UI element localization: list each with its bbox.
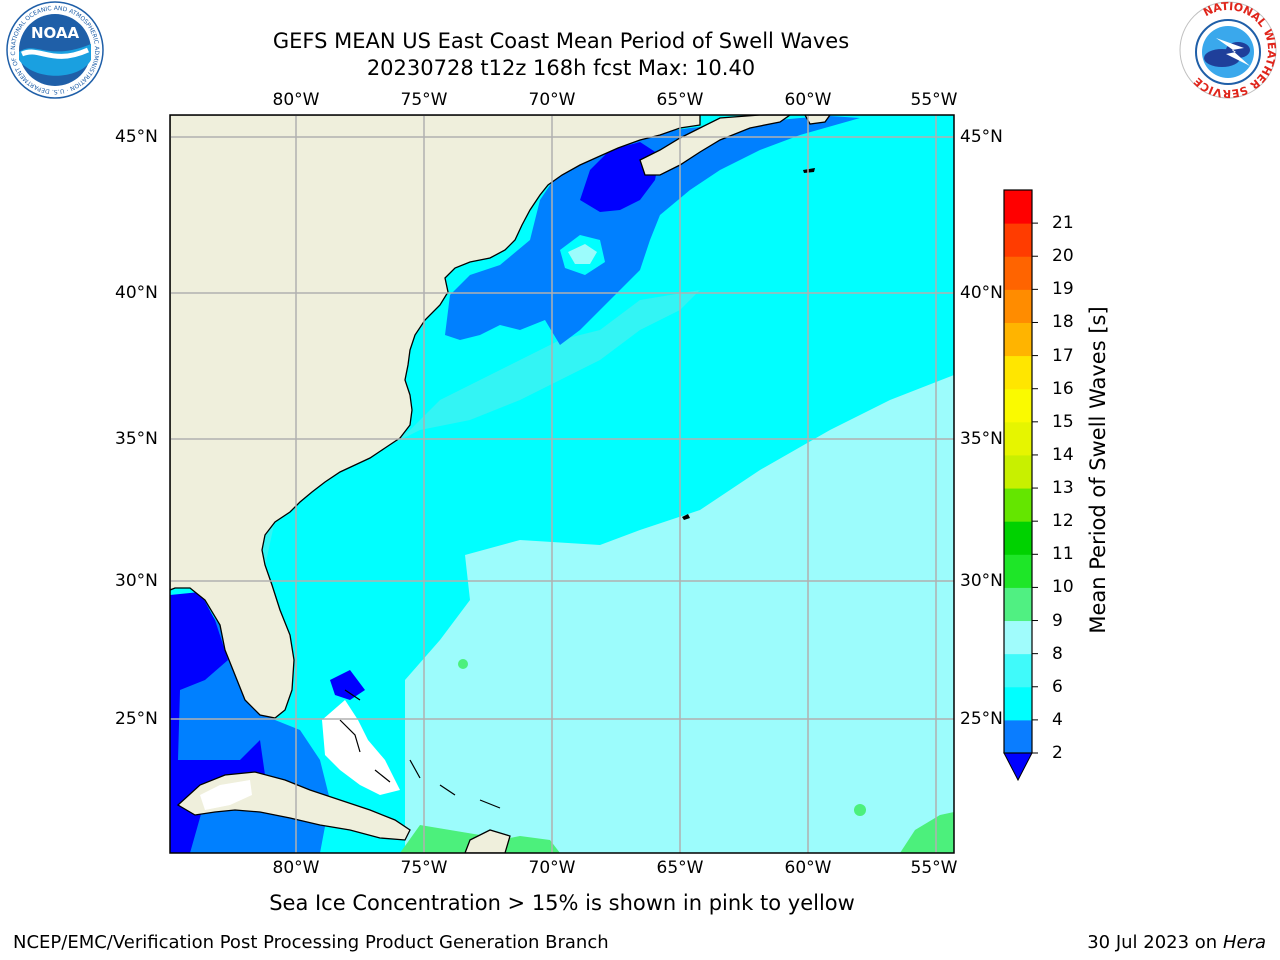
colorbar-segment — [1004, 587, 1032, 622]
lat-label-right: 45°N — [960, 127, 1003, 147]
land-nova-scotia — [639, 115, 792, 176]
colorbar — [1003, 189, 1038, 782]
swell-band-near-coast — [260, 290, 700, 590]
swell-zone-9-10s-east — [900, 812, 954, 853]
lon-label-top: 65°W — [656, 90, 704, 110]
lat-label-right: 40°N — [960, 283, 1003, 303]
colorbar-tick-label: 8 — [1052, 643, 1063, 664]
graticule — [170, 115, 954, 853]
swell-zone-2-4s-bahamas — [330, 670, 365, 700]
swell-zone-4-6s-north — [445, 116, 860, 345]
colorbar-tick-label: 4 — [1052, 709, 1063, 730]
land-north-america — [170, 115, 701, 719]
lon-label-bottom: 75°W — [400, 858, 448, 878]
colorbar-segment — [1004, 355, 1032, 390]
colorbar-segment — [1004, 488, 1032, 522]
lon-label-bottom: 80°W — [272, 858, 320, 878]
colorbar-tick-label: 9 — [1052, 610, 1063, 631]
lon-label-top: 55°W — [910, 90, 958, 110]
land-bahamas — [339, 689, 501, 809]
colorbar-segment — [1004, 653, 1032, 688]
lon-label-bottom: 65°W — [656, 858, 704, 878]
lon-label-top: 75°W — [400, 90, 448, 110]
map-panel — [169, 114, 955, 854]
colorbar-tick-label: 18 — [1052, 312, 1074, 333]
colorbar-frame — [1003, 189, 1033, 754]
colorbar-tick-label: 10 — [1052, 577, 1074, 598]
colorbar-tick-label: 17 — [1052, 345, 1074, 366]
map-subtitle: 20230728 t12z 168h fcst Max: 10.40 — [366, 56, 756, 80]
land-bermuda — [682, 514, 690, 520]
ice-free-cuba-north — [200, 780, 252, 810]
colorbar-segment — [1004, 521, 1032, 555]
lat-label-left: 35°N — [115, 429, 158, 449]
footer-machine: Hera — [1222, 932, 1266, 953]
land-hispaniola — [464, 829, 511, 853]
colorbar-segment — [1004, 686, 1032, 721]
nws-logo: NATIONAL WEATHER SERVICE — [1179, 0, 1278, 100]
map-title: GEFS MEAN US East Coast Mean Period of S… — [272, 29, 850, 53]
footer-date-text: 30 Jul 2023 on — [1087, 932, 1223, 953]
colorbar-tick-label: 19 — [1052, 279, 1074, 300]
colorbar-tick-label: 20 — [1052, 246, 1074, 267]
lat-label-right: 35°N — [960, 429, 1003, 449]
colorbar-segment — [1004, 256, 1032, 290]
lon-label-top: 80°W — [272, 90, 320, 110]
lon-label-top: 70°W — [528, 90, 576, 110]
footer-date: 30 Jul 2023 on Hera — [1087, 932, 1266, 953]
lat-label-left: 40°N — [115, 283, 158, 303]
colorbar-tick-label: 14 — [1052, 444, 1074, 465]
lat-label-right: 30°N — [960, 571, 1003, 591]
colorbar-segment — [1004, 289, 1032, 323]
swell-pocket-light — [568, 244, 597, 264]
ice-free-bahamas — [322, 700, 400, 795]
sea-ice-note: Sea Ice Concentration > 15% is shown in … — [269, 891, 855, 915]
colorbar-tick-label: 15 — [1052, 411, 1074, 432]
map-frame — [169, 114, 955, 854]
noaa-logo: NOAA NATIONAL OCEANIC AND ATMOSPHERIC AD… — [0, 0, 104, 99]
colorbar-tick-label: 2 — [1052, 743, 1063, 763]
lat-label-left: 30°N — [115, 571, 158, 591]
lat-label-left: 45°N — [115, 127, 158, 147]
swell-zone-2-4s-gulf — [170, 592, 265, 853]
colorbar-segment — [1004, 554, 1032, 588]
colorbar-segment — [1004, 388, 1032, 423]
colorbar-title: Mean Period of Swell Waves [s] — [1086, 306, 1110, 634]
land-sable-island — [803, 168, 815, 173]
colorbar-tick-label: 11 — [1052, 544, 1074, 565]
colorbar-segment — [1004, 190, 1032, 224]
colorbar-segment — [1004, 454, 1032, 489]
colorbar-tick-label: 12 — [1052, 511, 1074, 532]
lon-label-top: 60°W — [784, 90, 832, 110]
lon-label-bottom: 70°W — [528, 858, 576, 878]
noaa-logo-text: NOAA — [31, 24, 80, 42]
lat-label-right: 25°N — [960, 709, 1003, 729]
colorbar-under-triangle — [1003, 752, 1033, 782]
colorbar-segment — [1004, 719, 1032, 754]
colorbar-tick-label: 21 — [1052, 213, 1074, 234]
colorbar-tick-label: 13 — [1052, 478, 1074, 499]
colorbar-tick-label: 16 — [1052, 378, 1074, 399]
colorbar-tick-label: 6 — [1052, 676, 1063, 697]
colorbar-segment — [1004, 620, 1032, 655]
colorbar-segment — [1004, 223, 1032, 257]
colorbar-segment — [1004, 421, 1032, 456]
lon-label-bottom: 55°W — [910, 858, 958, 878]
lat-label-left: 25°N — [115, 709, 158, 729]
swell-spot-9-10s — [458, 659, 468, 669]
colorbar-segment — [1004, 322, 1032, 357]
lon-label-bottom: 60°W — [784, 858, 832, 878]
footer-branch: NCEP/EMC/Verification Post Processing Pr… — [13, 932, 609, 953]
swell-spot-9-10s — [854, 804, 866, 816]
